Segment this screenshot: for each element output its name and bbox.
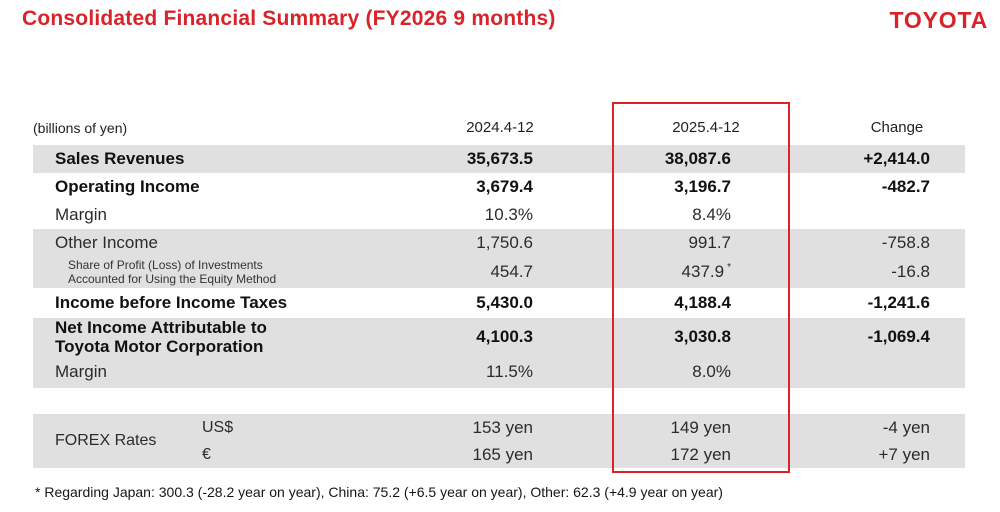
value-prior: 11.5%	[486, 362, 533, 381]
eur-rate-current: 172 yen	[670, 445, 732, 464]
unit-label: (billions of yen)	[33, 119, 128, 136]
table-spacer	[33, 388, 965, 414]
table-row-operating-income: Operating Income 3,679.4 3,196.7 -482.7	[33, 173, 965, 201]
value-prior: 5,430.0	[476, 293, 533, 312]
forex-change-values: -4 yen +7 yen	[790, 414, 965, 468]
value-current: 3,030.8	[674, 327, 731, 346]
forex-current-values: 149 yen 172 yen	[575, 414, 790, 468]
forex-prior-values: 153 yen 165 yen	[390, 414, 575, 468]
row-label-line1: Net Income Attributable to	[55, 318, 267, 337]
usd-rate-current: 149 yen	[670, 418, 732, 437]
value-current: 8.4%	[692, 205, 731, 224]
value-current: 991.7	[688, 232, 731, 252]
forex-label-cell: FOREX Rates US$ €	[33, 414, 390, 468]
row-label-line2: Toyota Motor Corporation	[55, 337, 264, 356]
toyota-logo: TOYOTA	[889, 7, 988, 33]
row-label: Sales Revenues	[55, 149, 185, 168]
table-row-net-income: Net Income Attributable to Toyota Motor …	[33, 318, 965, 356]
eur-rate-prior: 165 yen	[472, 445, 534, 464]
value-prior: 454.7	[490, 262, 533, 281]
value-current: 3,196.7	[674, 177, 731, 196]
table-row-forex-rates: FOREX Rates US$ € 153 yen 165 yen 149 ye…	[33, 414, 965, 468]
row-label-line1: Share of Profit (Loss) of Investments	[68, 258, 263, 272]
value-change: -16.8	[891, 262, 930, 281]
table-header-row: (billions of yen) 2024.4-12 2025.4-12 Ch…	[33, 110, 965, 145]
value-change: -758.8	[881, 232, 930, 252]
financial-summary-table: (billions of yen) 2024.4-12 2025.4-12 Ch…	[33, 110, 965, 468]
row-label: Income before Income Taxes	[55, 293, 288, 312]
value-current: 8.0%	[692, 362, 731, 381]
value-prior: 3,679.4	[476, 177, 533, 196]
value-prior: 10.3%	[484, 205, 533, 224]
row-label: Other Income	[55, 232, 158, 252]
table-row-operating-margin: Margin 10.3% 8.4%	[33, 201, 965, 229]
page-title: Consolidated Financial Summary (FY2026 9…	[22, 7, 556, 30]
value-current: 437.9 *	[681, 262, 731, 281]
footnote-text: * Regarding Japan: 300.3 (-28.2 year on …	[35, 484, 723, 500]
row-label: Net Income Attributable to Toyota Motor …	[33, 318, 390, 356]
value-change: +2,414.0	[863, 149, 930, 168]
row-label: Share of Profit (Loss) of Investments Ac…	[33, 258, 390, 286]
value-prior: 4,100.3	[476, 327, 533, 346]
row-label-line2: Accounted for Using the Equity Method	[68, 272, 277, 286]
column-header-change: Change	[870, 119, 924, 136]
row-label: Margin	[55, 205, 107, 224]
row-label: Margin	[55, 362, 107, 381]
column-header-current-period: 2025.4-12	[672, 119, 740, 136]
currency-eur-label: €	[202, 446, 211, 463]
value-current: 38,087.6	[664, 149, 731, 168]
eur-rate-change: +7 yen	[878, 445, 930, 464]
value-prior: 35,673.5	[466, 149, 533, 168]
value-change: -482.7	[881, 177, 930, 196]
currency-column: US$ €	[202, 414, 233, 468]
table-row-net-income-margin: Margin 11.5% 8.0%	[33, 356, 965, 388]
value-current: 4,188.4	[674, 293, 731, 312]
footnote-marker: *	[727, 262, 731, 274]
column-header-prior-period: 2024.4-12	[466, 119, 534, 136]
table-row-sales-revenues: Sales Revenues 35,673.5 38,087.6 +2,414.…	[33, 145, 965, 173]
usd-rate-prior: 153 yen	[472, 418, 534, 437]
usd-rate-change: -4 yen	[882, 418, 930, 437]
table-row-equity-method-investments: Share of Profit (Loss) of Investments Ac…	[33, 256, 965, 288]
table-row-other-income: Other Income 1,750.6 991.7 -758.8	[33, 229, 965, 256]
currency-usd-label: US$	[202, 419, 234, 436]
forex-rates-label: FOREX Rates	[55, 432, 157, 449]
value-prior: 1,750.6	[476, 232, 533, 252]
value-change: -1,069.4	[867, 327, 930, 346]
table-row-income-before-taxes: Income before Income Taxes 5,430.0 4,188…	[33, 288, 965, 318]
row-label: Operating Income	[55, 177, 200, 196]
value-change: -1,241.6	[867, 293, 930, 312]
